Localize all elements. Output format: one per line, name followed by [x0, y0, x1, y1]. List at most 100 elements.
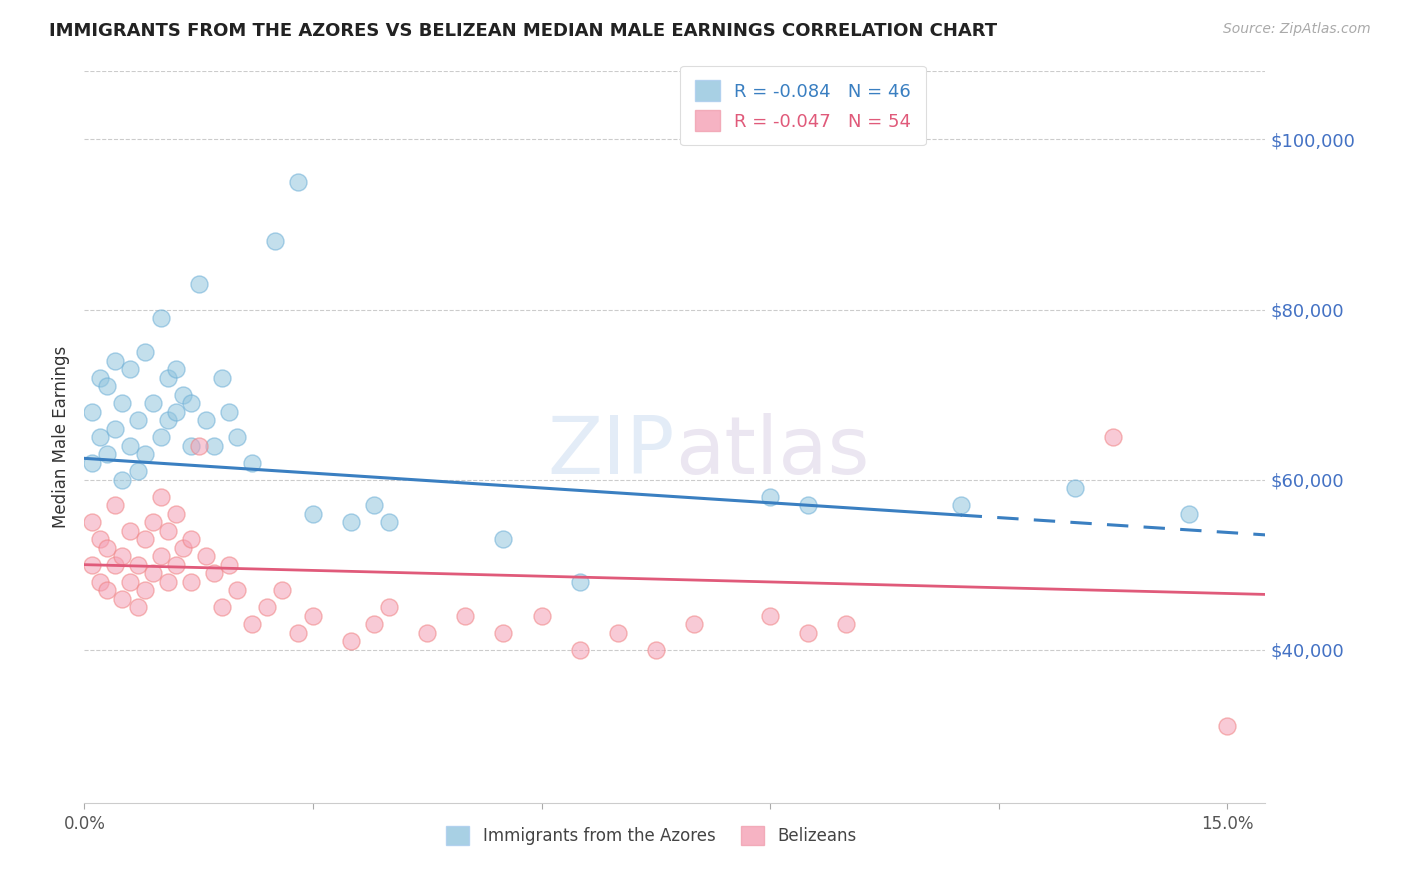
Point — [416, 625, 439, 640]
Point — [89, 370, 111, 384]
Point — [835, 617, 858, 632]
Point — [759, 490, 782, 504]
Point — [165, 362, 187, 376]
Point — [127, 464, 149, 478]
Point — [172, 387, 194, 401]
Point — [80, 456, 103, 470]
Point — [225, 583, 247, 598]
Point — [142, 396, 165, 410]
Point — [211, 370, 233, 384]
Point — [187, 277, 209, 291]
Point — [89, 430, 111, 444]
Point — [142, 515, 165, 529]
Point — [492, 532, 515, 546]
Point — [568, 642, 591, 657]
Point — [149, 430, 172, 444]
Point — [530, 608, 553, 623]
Point — [378, 600, 401, 615]
Point — [202, 566, 225, 581]
Point — [195, 549, 218, 563]
Point — [378, 515, 401, 529]
Point — [1102, 430, 1125, 444]
Point — [363, 498, 385, 512]
Point — [606, 625, 628, 640]
Point — [104, 421, 127, 435]
Point — [157, 370, 180, 384]
Point — [165, 507, 187, 521]
Point — [180, 532, 202, 546]
Point — [256, 600, 278, 615]
Point — [287, 625, 309, 640]
Point — [127, 558, 149, 572]
Point — [134, 532, 156, 546]
Point — [180, 396, 202, 410]
Point — [96, 541, 118, 555]
Point — [89, 532, 111, 546]
Point — [1216, 719, 1239, 733]
Point — [240, 456, 263, 470]
Point — [96, 379, 118, 393]
Point — [149, 549, 172, 563]
Point — [340, 634, 363, 648]
Point — [120, 524, 142, 538]
Point — [240, 617, 263, 632]
Y-axis label: Median Male Earnings: Median Male Earnings — [52, 346, 70, 528]
Point — [1178, 507, 1201, 521]
Point — [644, 642, 666, 657]
Point — [187, 439, 209, 453]
Point — [80, 404, 103, 418]
Point — [134, 447, 156, 461]
Text: IMMIGRANTS FROM THE AZORES VS BELIZEAN MEDIAN MALE EARNINGS CORRELATION CHART: IMMIGRANTS FROM THE AZORES VS BELIZEAN M… — [49, 22, 997, 40]
Point — [180, 439, 202, 453]
Point — [287, 175, 309, 189]
Point — [202, 439, 225, 453]
Point — [104, 353, 127, 368]
Point — [949, 498, 972, 512]
Point — [120, 362, 142, 376]
Point — [104, 558, 127, 572]
Text: Source: ZipAtlas.com: Source: ZipAtlas.com — [1223, 22, 1371, 37]
Point — [89, 574, 111, 589]
Point — [454, 608, 477, 623]
Point — [127, 413, 149, 427]
Point — [157, 574, 180, 589]
Point — [568, 574, 591, 589]
Point — [157, 413, 180, 427]
Point — [134, 345, 156, 359]
Point — [225, 430, 247, 444]
Point — [218, 404, 240, 418]
Point — [759, 608, 782, 623]
Text: atlas: atlas — [675, 413, 869, 491]
Point — [149, 311, 172, 326]
Point — [1064, 481, 1087, 495]
Point — [127, 600, 149, 615]
Point — [111, 473, 134, 487]
Point — [218, 558, 240, 572]
Point — [96, 447, 118, 461]
Point — [363, 617, 385, 632]
Point — [96, 583, 118, 598]
Point — [211, 600, 233, 615]
Point — [142, 566, 165, 581]
Point — [797, 498, 820, 512]
Point — [302, 507, 325, 521]
Point — [111, 396, 134, 410]
Point — [263, 235, 285, 249]
Legend: Immigrants from the Azores, Belizeans: Immigrants from the Azores, Belizeans — [434, 814, 868, 856]
Point — [80, 558, 103, 572]
Point — [111, 591, 134, 606]
Point — [149, 490, 172, 504]
Point — [134, 583, 156, 598]
Point — [157, 524, 180, 538]
Point — [111, 549, 134, 563]
Point — [172, 541, 194, 555]
Point — [492, 625, 515, 640]
Text: ZIP: ZIP — [547, 413, 675, 491]
Point — [340, 515, 363, 529]
Point — [80, 515, 103, 529]
Point — [271, 583, 294, 598]
Point — [195, 413, 218, 427]
Point — [120, 439, 142, 453]
Point — [120, 574, 142, 589]
Point — [165, 558, 187, 572]
